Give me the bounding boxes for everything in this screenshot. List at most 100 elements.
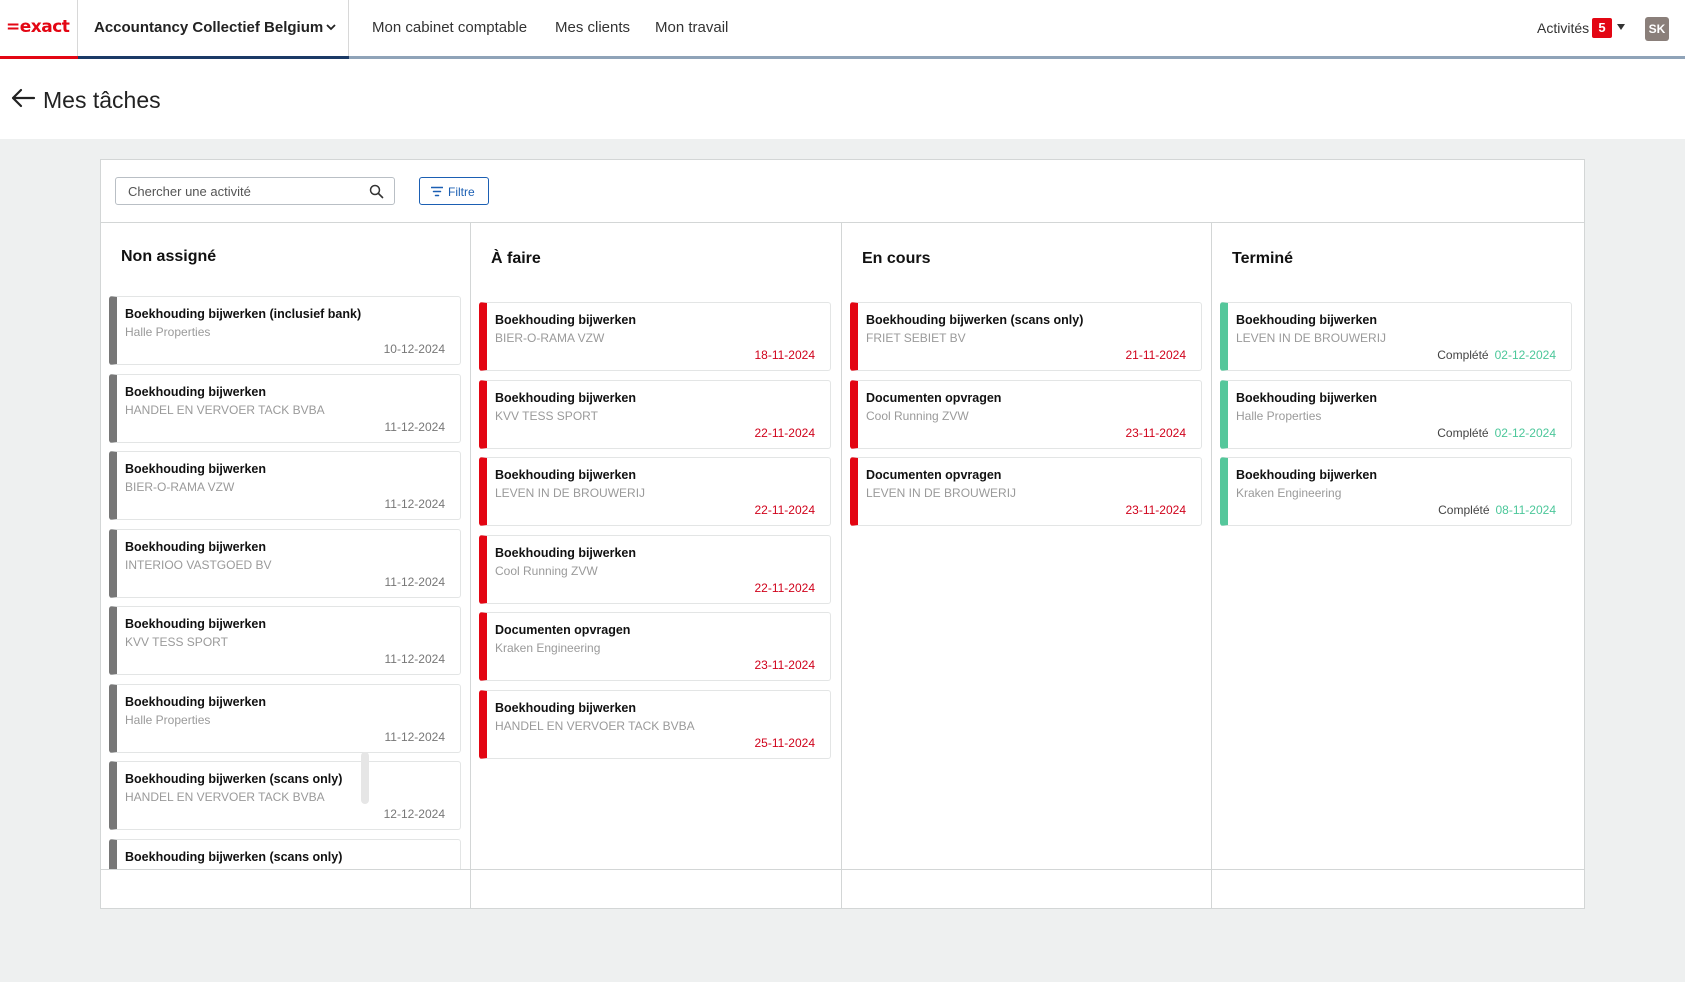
task-card[interactable]: Boekhouding bijwerken LEVEN IN DE BROUWER… bbox=[1220, 302, 1572, 371]
filter-label: Filtre bbox=[448, 185, 475, 199]
task-due-date: 23-11-2024 bbox=[1125, 503, 1187, 517]
task-client: Cool Running ZVW bbox=[495, 564, 598, 578]
task-due-date: 12-12-2024 bbox=[383, 807, 445, 821]
task-completed-info: Complété 08-11-2024 bbox=[1438, 503, 1556, 517]
task-due-date: 22-11-2024 bbox=[754, 581, 816, 595]
nav-mes-clients[interactable]: Mes clients bbox=[555, 19, 631, 36]
task-due-date: 11-12-2024 bbox=[384, 575, 446, 589]
task-card[interactable]: Boekhouding bijwerken Cool Running ZVW 22-… bbox=[479, 535, 831, 604]
task-client: Halle Properties bbox=[1236, 409, 1322, 423]
task-title: Boekhouding bijwerken bbox=[495, 701, 636, 715]
task-card[interactable]: Boekhouding bijwerken (scans only) FRIET … bbox=[850, 302, 1202, 371]
task-client: INTERIOO VASTGOED BV bbox=[125, 558, 272, 572]
task-title: Documenten opvragen bbox=[495, 623, 631, 637]
column-a-faire: À faire Boekhouding bijwerken BIER-O-RAMA … bbox=[471, 223, 842, 908]
task-title: Documenten opvragen bbox=[866, 391, 1002, 405]
company-name: Accountancy Collectief Belgium bbox=[94, 19, 324, 36]
task-status: Complété bbox=[1437, 426, 1489, 440]
task-client: Halle Properties bbox=[125, 325, 211, 339]
column-title: À faire bbox=[491, 250, 541, 267]
nav-mon-cabinet[interactable]: Mon cabinet comptable bbox=[372, 19, 528, 36]
logo-text: =exact bbox=[6, 17, 70, 37]
chevron-down-icon bbox=[326, 24, 336, 31]
caret-down-icon[interactable] bbox=[1617, 24, 1625, 30]
task-client: HANDEL EN VERVOER TACK BVBA bbox=[495, 719, 695, 733]
column-non-assigne: Non assigné Boekhouding bijwerken (inclus… bbox=[101, 223, 471, 908]
task-title: Boekhouding bijwerken bbox=[495, 391, 636, 405]
column-title: Non assigné bbox=[121, 248, 217, 265]
page-header: Mes tâches bbox=[0, 59, 1685, 139]
task-completed-date: 08-11-2024 bbox=[1495, 503, 1557, 517]
exact-logo[interactable]: =exact bbox=[0, 0, 78, 59]
task-card[interactable]: Boekhouding bijwerken Kraken Engineering C… bbox=[1220, 457, 1572, 526]
logo-underline bbox=[0, 56, 78, 59]
activities-count-badge[interactable]: 5 bbox=[1592, 18, 1612, 38]
task-due-date: 23-11-2024 bbox=[754, 658, 816, 672]
task-card[interactable]: Documenten opvragen LEVEN IN DE BROUWERIJ… bbox=[850, 457, 1202, 526]
column-card-list[interactable]: Boekhouding bijwerken (inclusief bank) Ha… bbox=[109, 223, 469, 869]
activities-label[interactable]: Activités bbox=[1537, 20, 1590, 36]
task-title: Boekhouding bijwerken (scans only) bbox=[125, 772, 343, 786]
task-client: Cool Running ZVW bbox=[866, 409, 969, 423]
task-completed-info: Complété 02-12-2024 bbox=[1437, 426, 1556, 440]
task-status: Complété bbox=[1438, 503, 1490, 517]
task-client: Kraken Engineering bbox=[495, 641, 601, 655]
arrow-left-icon[interactable] bbox=[10, 87, 36, 109]
task-due-date: 11-12-2024 bbox=[384, 420, 446, 434]
search-icon[interactable] bbox=[369, 184, 384, 199]
task-title: Boekhouding bijwerken bbox=[125, 695, 266, 709]
task-due-date: 23-11-2024 bbox=[1125, 426, 1187, 440]
task-card[interactable]: Boekhouding bijwerken HANDEL EN VERVOER T… bbox=[109, 374, 461, 443]
task-card[interactable]: Boekhouding bijwerken (inclusief bank) Ha… bbox=[109, 296, 461, 365]
task-title: Boekhouding bijwerken (scans only) bbox=[125, 850, 343, 864]
company-switcher[interactable]: Accountancy Collectief Belgium bbox=[78, 0, 349, 59]
task-title: Documenten opvragen bbox=[866, 468, 1002, 482]
task-card[interactable]: Boekhouding bijwerken KVV TESS SPORT 11-12… bbox=[109, 606, 461, 675]
column-footer bbox=[842, 869, 1211, 908]
task-due-date: 22-11-2024 bbox=[754, 426, 816, 440]
task-card[interactable]: Boekhouding bijwerken Halle Properties Com… bbox=[1220, 380, 1572, 449]
nav-mon-travail[interactable]: Mon travail bbox=[655, 19, 729, 36]
task-card[interactable]: Boekhouding bijwerken Halle Properties 11-… bbox=[109, 684, 461, 753]
task-card[interactable]: Boekhouding bijwerken HANDEL EN VERVOER T… bbox=[479, 690, 831, 759]
task-completed-date: 02-12-2024 bbox=[1494, 348, 1556, 362]
task-title: Boekhouding bijwerken bbox=[125, 617, 266, 631]
filter-button[interactable]: Filtre bbox=[419, 177, 489, 205]
task-card[interactable]: Boekhouding bijwerken BIER-O-RAMA VZW 11-1… bbox=[109, 451, 461, 520]
task-card[interactable]: Boekhouding bijwerken KVV TESS SPORT 22-11… bbox=[479, 380, 831, 449]
task-due-date: 18-11-2024 bbox=[754, 348, 816, 362]
task-card[interactable]: Boekhouding bijwerken LEVEN IN DE BROUWER… bbox=[479, 457, 831, 526]
task-card[interactable]: Boekhouding bijwerken INTERIOO VASTGOED B… bbox=[109, 529, 461, 598]
task-card[interactable]: Boekhouding bijwerken BIER-O-RAMA VZW 18-1… bbox=[479, 302, 831, 371]
task-completed-date: 02-12-2024 bbox=[1494, 426, 1556, 440]
top-bar: =exact Accountancy Collectief Belgium Mo… bbox=[0, 0, 1685, 59]
task-title: Boekhouding bijwerken bbox=[125, 462, 266, 476]
task-due-date: 21-11-2024 bbox=[1125, 348, 1187, 362]
column-title: Terminé bbox=[1232, 250, 1294, 267]
user-avatar[interactable]: SK bbox=[1645, 17, 1669, 41]
task-card[interactable]: Boekhouding bijwerken (scans only) bbox=[109, 839, 461, 869]
filter-icon bbox=[431, 186, 443, 197]
task-card[interactable]: Documenten opvragen Kraken Engineering 23-… bbox=[479, 612, 831, 681]
column-card-list[interactable]: Boekhouding bijwerken (scans only) FRIET … bbox=[850, 223, 1210, 869]
search-input[interactable] bbox=[116, 178, 364, 204]
column-card-list[interactable]: Boekhouding bijwerken LEVEN IN DE BROUWER… bbox=[1220, 223, 1582, 869]
task-client: HANDEL EN VERVOER TACK BVBA bbox=[125, 790, 325, 804]
column-scrollbar[interactable] bbox=[361, 752, 369, 804]
column-card-list[interactable]: Boekhouding bijwerken BIER-O-RAMA VZW 18-1… bbox=[479, 223, 840, 869]
task-client: LEVEN IN DE BROUWERIJ bbox=[495, 486, 646, 500]
task-title: Boekhouding bijwerken bbox=[495, 468, 636, 482]
task-title: Boekhouding bijwerken bbox=[1236, 391, 1377, 405]
task-due-date: 11-12-2024 bbox=[384, 730, 446, 744]
company-active-indicator bbox=[78, 56, 349, 59]
column-en-cours: En cours Boekhouding bijwerken (scans onl… bbox=[842, 223, 1212, 908]
task-card[interactable]: Documenten opvragen Cool Running ZVW 23-11… bbox=[850, 380, 1202, 449]
column-termine: Terminé Boekhouding bijwerken LEVEN IN DE … bbox=[1212, 223, 1584, 908]
task-title: Boekhouding bijwerken bbox=[495, 313, 636, 327]
task-due-date: 11-12-2024 bbox=[384, 497, 446, 511]
task-card[interactable]: Boekhouding bijwerken (scans only) HANDEL… bbox=[109, 761, 461, 830]
page-title: Mes tâches bbox=[43, 87, 161, 113]
task-client: FRIET SEBIET BV bbox=[866, 331, 966, 345]
board-toolbar: Filtre bbox=[101, 160, 1584, 223]
task-client: KVV TESS SPORT bbox=[125, 635, 228, 649]
